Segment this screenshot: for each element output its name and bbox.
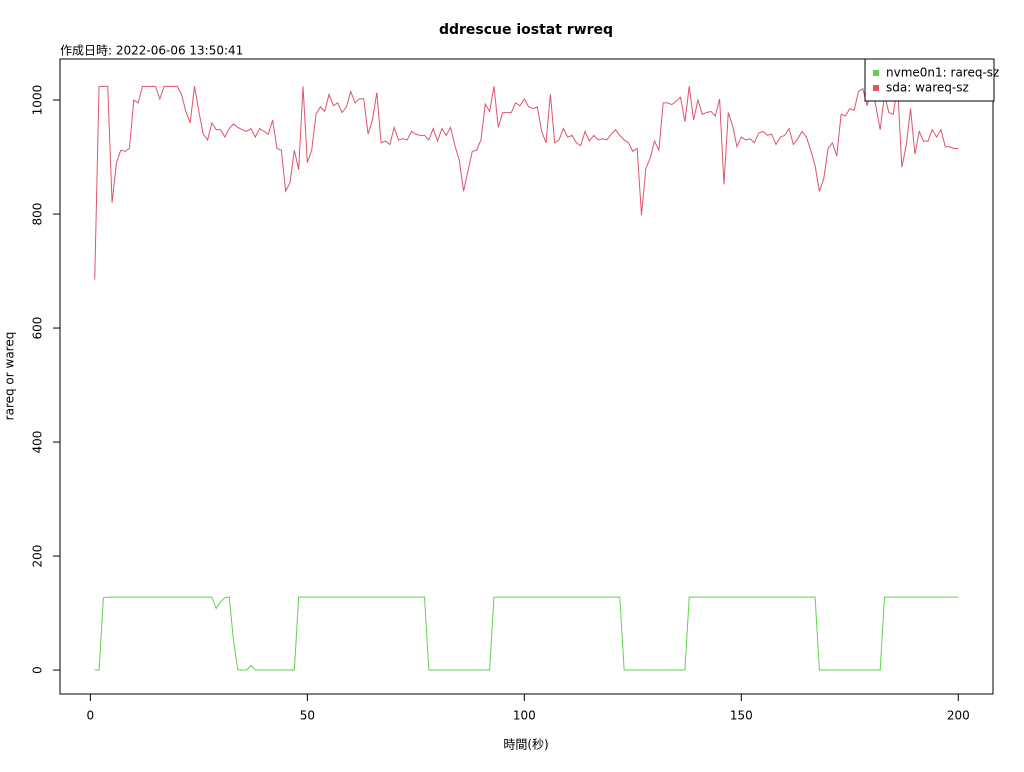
y-tick-label: 400	[31, 431, 45, 454]
y-tick-label: 200	[31, 545, 45, 568]
y-axis-label: rareq or wareq	[3, 332, 17, 421]
series-line	[94, 85, 959, 280]
chart-subtitle: 作成日時: 2022-06-06 13:50:41	[60, 44, 243, 58]
legend-box	[864, 58, 995, 102]
x-tick-label: 150	[730, 709, 753, 723]
y-tick-label: 0	[31, 666, 45, 674]
plot-frame	[59, 58, 994, 695]
series-line	[94, 596, 959, 671]
y-tick-label: 800	[31, 203, 45, 226]
legend-label: nvme0n1: rareq-sz	[886, 66, 999, 80]
chart-title: ddrescue iostat rwreq	[439, 22, 613, 38]
legend-label: sda: wareq-sz	[886, 81, 969, 95]
x-tick-label: 50	[300, 709, 315, 723]
legend-swatch	[873, 70, 879, 76]
y-tick-label: 1000	[31, 85, 45, 116]
x-tick-label: 200	[947, 709, 970, 723]
x-tick-label: 100	[513, 709, 536, 723]
legend-swatch	[873, 85, 879, 91]
y-tick-label: 600	[31, 317, 45, 340]
x-axis-label: 時間(秒)	[503, 738, 548, 752]
x-tick-label: 0	[87, 709, 95, 723]
